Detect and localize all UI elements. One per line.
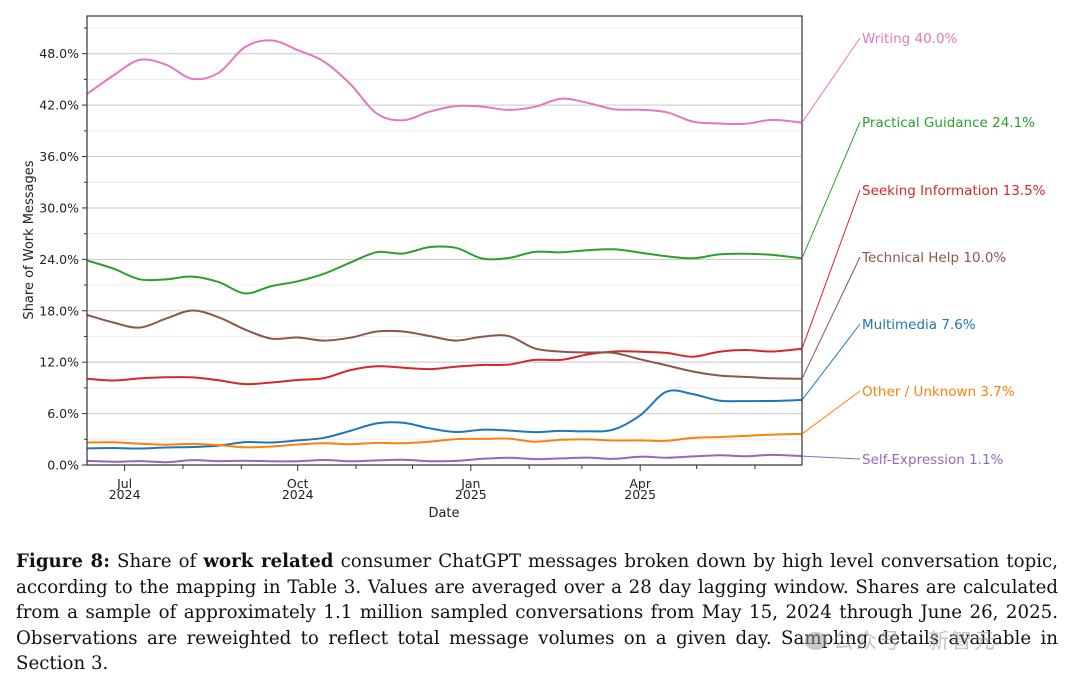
end-label-technical-help: Technical Help 10.0%: [861, 250, 1006, 266]
series-line-technical-help: [86, 309, 803, 380]
y-axis: 0.0% 6.0% 12.0% 18.0% 24.0% 30.0% 36.0% 42.0% 48…: [39, 27, 87, 473]
end-label-other-unknown: Other / Unknown 3.7%: [862, 384, 1015, 400]
caption-text-2: consumer ChatGPT messages broken down by…: [16, 551, 1059, 674]
end-label-practical-guidance: Practical Guidance 24.1%: [862, 115, 1035, 131]
watermark: 公众号 · 新智元: [805, 625, 997, 655]
connector-other-unknown: [801, 390, 861, 435]
end-label-self-expression: Self-Expression 1.1%: [862, 452, 1004, 468]
y-tick-label: 6.0%: [47, 406, 79, 421]
y-tick-label: 18.0%: [39, 303, 79, 318]
end-label-seeking-information: Seeking Information 13.5%: [862, 183, 1046, 199]
series-line-other-unknown: [86, 432, 803, 449]
connector-multimedia: [801, 323, 861, 401]
caption-bold: work related: [203, 551, 334, 572]
series-line-multimedia: [86, 389, 803, 450]
x-tick-label-year: 2025: [455, 487, 487, 502]
y-tick-label: 24.0%: [39, 252, 79, 267]
end-label-writing: Writing 40.0%: [862, 31, 958, 47]
connector-seeking-information: [801, 189, 861, 349]
x-tick-label-month: Apr: [629, 476, 651, 491]
wechat-logo-icon: [805, 632, 827, 650]
y-tick-label: 48.0%: [39, 46, 79, 61]
x-tick-label-year: 2024: [109, 487, 141, 502]
connector-self-expression: [801, 455, 861, 460]
caption-label: Figure 8:: [16, 551, 110, 572]
end-label-multimedia: Multimedia 7.6%: [862, 317, 976, 333]
figure-caption: Figure 8: Share of work related consumer…: [16, 549, 1058, 677]
y-axis-label: Share of Work Messages: [22, 160, 37, 319]
x-tick-label-year: 2025: [624, 487, 656, 502]
connector-practical-guidance: [801, 121, 861, 259]
watermark-text: 公众号 · 新智元: [833, 629, 998, 653]
x-tick-label-month: Jan: [460, 476, 480, 491]
y-tick-label: 30.0%: [39, 200, 79, 215]
x-tick-label-month: Jul: [116, 476, 132, 491]
gridlines: [87, 27, 802, 466]
y-tick-label: 0.0%: [47, 458, 79, 473]
series-line-self-expression: [86, 453, 803, 464]
plot-frame: [86, 15, 803, 466]
series-line-writing: [86, 39, 803, 126]
y-tick-label: 12.0%: [39, 355, 79, 370]
caption-text-1: Share of: [109, 551, 204, 572]
x-tick-label-year: 2024: [282, 487, 314, 502]
y-tick-label: 36.0%: [39, 149, 79, 164]
series-line-practical-guidance: [86, 245, 803, 295]
connector-writing: [801, 37, 861, 123]
y-tick-label: 42.0%: [39, 98, 79, 113]
line-chart: 0.0% 6.0% 12.0% 18.0% 24.0% 30.0% 36.0% 42.0% 48…: [22, 15, 1046, 521]
series-line-seeking-information: [86, 347, 803, 386]
x-axis-label: Date: [428, 506, 459, 521]
end-labels: Writing 40.0% Practical Guidance 24.1% See…: [801, 31, 1046, 468]
x-tick-label-month: Oct: [287, 476, 309, 491]
connector-technical-help: [801, 256, 861, 380]
series-lines: [86, 39, 803, 464]
